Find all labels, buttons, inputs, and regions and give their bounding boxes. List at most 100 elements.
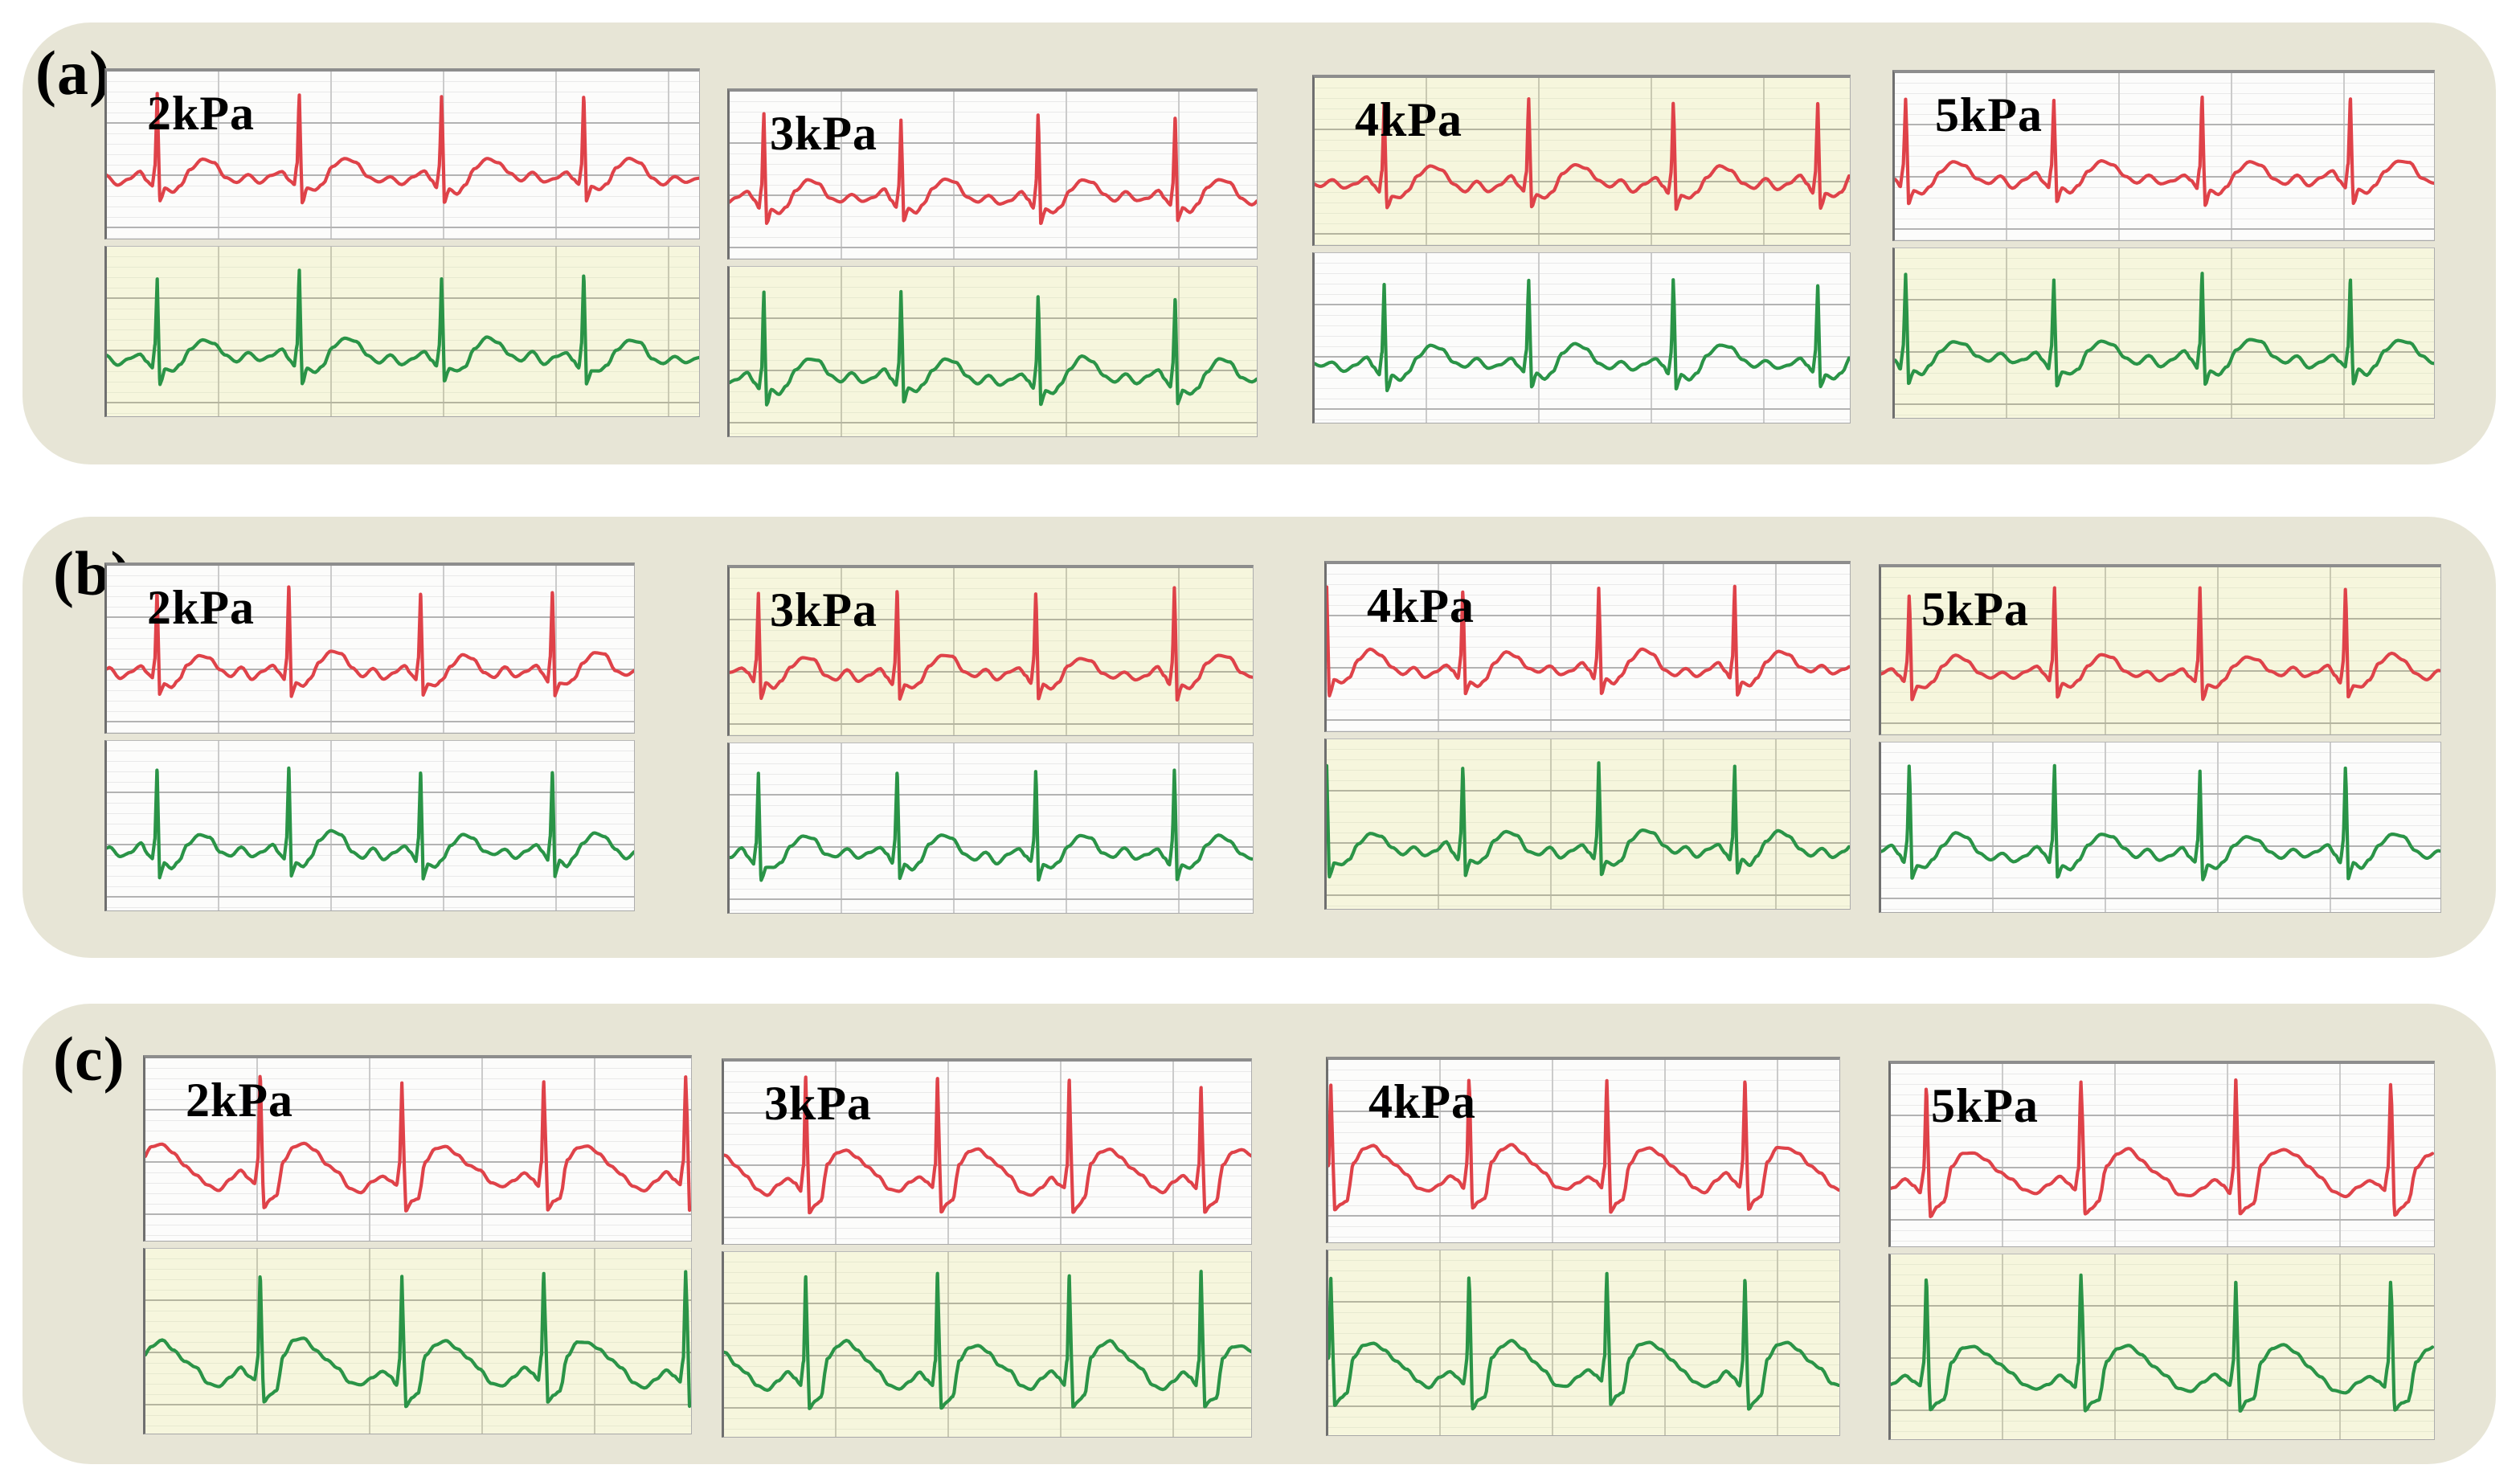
ecg-waveform xyxy=(145,1270,691,1409)
row-label: (c) xyxy=(53,1024,125,1094)
ecg-strip-top: 4kPa xyxy=(1312,75,1851,246)
ecg-trace-green xyxy=(1881,763,2440,882)
ecg-waveform xyxy=(1328,1271,1839,1411)
ecg-trace-red xyxy=(1895,95,2434,207)
ecg-trace-red xyxy=(730,586,1253,702)
ecg-waveform xyxy=(730,768,1253,882)
ecg-strip-top: 2kPa xyxy=(104,68,700,239)
pressure-label: 4kPa xyxy=(1368,1075,1477,1128)
ecg-waveform xyxy=(107,585,634,698)
ecg-waveform xyxy=(145,1074,691,1213)
ecg-panel-4kpa: 4kPa xyxy=(1326,1057,1840,1441)
ecg-strip-bottom xyxy=(722,1251,1252,1438)
ecg-strip-bottom xyxy=(104,740,635,911)
figure-row-a: (a) 2kPa 3kPa 4kPa 5kPa xyxy=(22,23,2496,464)
ecg-strip-bottom xyxy=(1879,742,2441,913)
ecg-trace-red xyxy=(730,112,1257,226)
ecg-trace-red xyxy=(1891,1078,2434,1218)
pressure-label: 4kPa xyxy=(1367,579,1475,632)
ecg-waveform xyxy=(724,1075,1251,1215)
ecg-waveform xyxy=(1881,763,2440,882)
ecg-trace-red xyxy=(1327,584,1850,698)
ecg-trace-green xyxy=(730,289,1257,407)
ecg-waveform xyxy=(1881,586,2440,702)
ecg-waveform xyxy=(1327,761,1850,879)
ecg-waveform xyxy=(1895,272,2434,388)
pressure-label: 2kPa xyxy=(147,87,256,140)
ecg-waveform xyxy=(730,112,1257,226)
ecg-trace-green xyxy=(107,766,634,881)
ecg-strip-bottom xyxy=(1892,248,2435,419)
ecg-waveform xyxy=(1328,1078,1839,1214)
figure-row-b: (b) 2kPa 3kPa 4kPa 5kPa xyxy=(22,517,2496,958)
ecg-strip-bottom xyxy=(1888,1254,2435,1440)
ecg-waveform xyxy=(730,289,1257,407)
ecg-strip-bottom xyxy=(104,246,700,417)
ecg-trace-green xyxy=(145,1270,691,1409)
figure-row-c: (c) 2kPa 3kPa 4kPa 5kPa xyxy=(22,1004,2496,1464)
ecg-strip-top: 4kPa xyxy=(1326,1057,1840,1243)
ecg-strip-top: 3kPa xyxy=(722,1058,1252,1245)
ecg-trace-green xyxy=(107,268,699,387)
ecg-trace-red xyxy=(107,585,634,698)
ecg-trace-red xyxy=(145,1074,691,1213)
ecg-panel-5kpa: 5kPa xyxy=(1888,1061,2435,1445)
ecg-panel-2kpa: 2kPa xyxy=(104,68,700,422)
pressure-label: 3kPa xyxy=(764,1077,873,1130)
ecg-trace-green xyxy=(1328,1271,1839,1411)
ecg-strip-top: 2kPa xyxy=(143,1055,692,1242)
ecg-trace-red xyxy=(1881,586,2440,702)
ecg-strip-bottom xyxy=(727,266,1258,437)
pressure-label: 3kPa xyxy=(770,107,878,160)
ecg-waveform xyxy=(724,1270,1251,1410)
ecg-panel-5kpa: 5kPa xyxy=(1892,70,2435,423)
pressure-label: 2kPa xyxy=(186,1074,294,1127)
row-label: (a) xyxy=(35,38,111,108)
ecg-waveform xyxy=(107,766,634,881)
ecg-strip-bottom xyxy=(727,743,1254,914)
pressure-label: 3kPa xyxy=(770,583,878,636)
ecg-strip-top: 5kPa xyxy=(1892,70,2435,241)
ecg-trace-green xyxy=(1315,278,1850,393)
ecg-waveform xyxy=(1891,1273,2434,1413)
ecg-waveform xyxy=(1315,278,1850,393)
ecg-trace-green xyxy=(1891,1273,2434,1413)
ecg-panel-5kpa: 5kPa xyxy=(1879,564,2441,918)
ecg-waveform xyxy=(1315,97,1850,211)
ecg-strip-bottom xyxy=(1324,738,1851,910)
pressure-label: 5kPa xyxy=(1935,88,2043,141)
ecg-trace-green xyxy=(1895,272,2434,388)
ecg-panel-4kpa: 4kPa xyxy=(1324,561,1851,914)
ecg-strip-bottom xyxy=(143,1248,692,1434)
ecg-trace-green xyxy=(724,1270,1251,1410)
pressure-label: 5kPa xyxy=(1921,583,2030,636)
ecg-panel-2kpa: 2kPa xyxy=(143,1055,692,1439)
ecg-strip-top: 3kPa xyxy=(727,565,1254,736)
ecg-panel-2kpa: 2kPa xyxy=(104,563,635,916)
ecg-trace-red xyxy=(107,92,699,205)
ecg-waveform xyxy=(107,92,699,205)
ecg-panel-3kpa: 3kPa xyxy=(722,1058,1252,1442)
ecg-waveform xyxy=(1895,95,2434,207)
ecg-strip-top: 2kPa xyxy=(104,563,635,734)
ecg-trace-green xyxy=(730,768,1253,882)
ecg-trace-red xyxy=(1328,1078,1839,1214)
ecg-strip-bottom xyxy=(1326,1250,1840,1436)
ecg-panel-3kpa: 3kPa xyxy=(727,565,1254,918)
ecg-waveform xyxy=(107,268,699,387)
pressure-label: 2kPa xyxy=(147,581,256,634)
ecg-panel-4kpa: 4kPa xyxy=(1312,75,1851,428)
ecg-strip-top: 4kPa xyxy=(1324,561,1851,732)
pressure-label: 4kPa xyxy=(1355,93,1463,146)
ecg-trace-red xyxy=(724,1075,1251,1215)
ecg-waveform xyxy=(730,586,1253,702)
ecg-waveform xyxy=(1327,584,1850,698)
ecg-trace-green xyxy=(1327,761,1850,879)
ecg-waveform xyxy=(1891,1078,2434,1218)
ecg-strip-top: 3kPa xyxy=(727,88,1258,260)
ecg-strip-bottom xyxy=(1312,252,1851,423)
ecg-strip-top: 5kPa xyxy=(1879,564,2441,735)
ecg-trace-red xyxy=(1315,97,1850,211)
ecg-strip-top: 5kPa xyxy=(1888,1061,2435,1247)
